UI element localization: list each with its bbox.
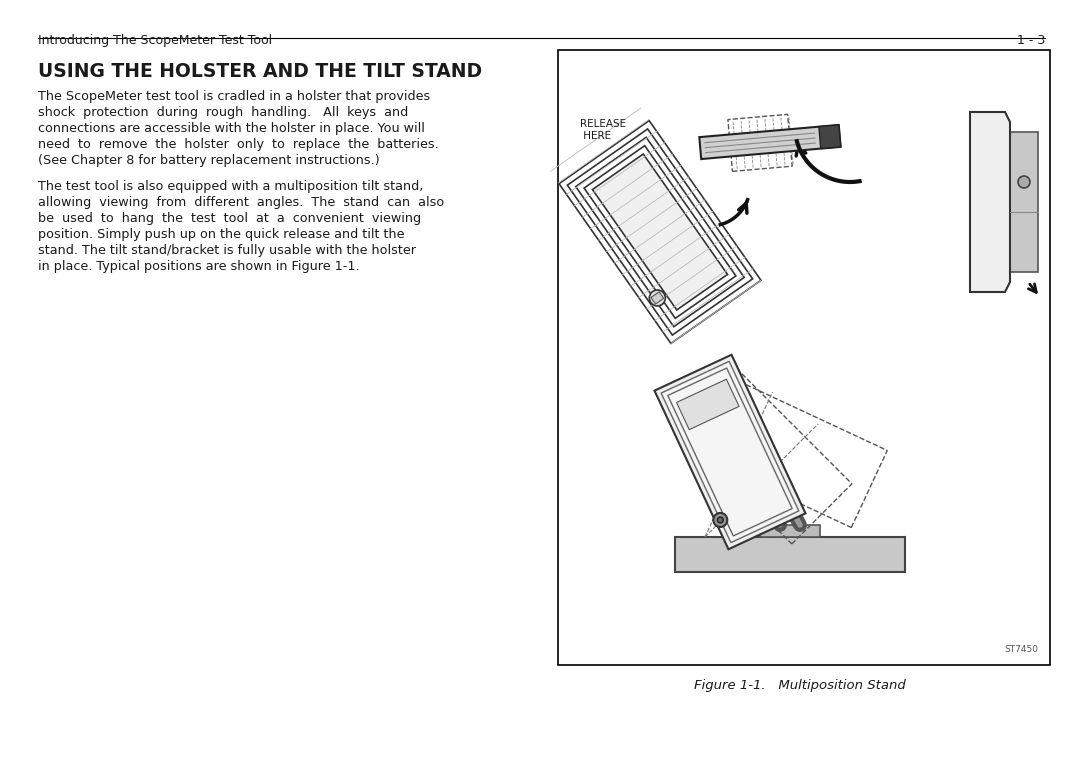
Text: in place. Typical positions are shown in Figure 1-1.: in place. Typical positions are shown in… <box>38 260 360 273</box>
Text: ST7450: ST7450 <box>1004 645 1038 654</box>
Polygon shape <box>1010 132 1038 272</box>
Text: (See Chapter 8 for battery replacement instructions.): (See Chapter 8 for battery replacement i… <box>38 154 380 167</box>
Text: connections are accessible with the holster in place. You will: connections are accessible with the hols… <box>38 122 424 135</box>
Polygon shape <box>819 125 840 149</box>
Circle shape <box>649 290 665 306</box>
Polygon shape <box>760 525 820 537</box>
Polygon shape <box>661 361 799 543</box>
Circle shape <box>713 513 727 527</box>
Text: 1 - 3: 1 - 3 <box>1016 34 1045 47</box>
Text: need  to  remove  the  holster  only  to  replace  the  batteries.: need to remove the holster only to repla… <box>38 138 438 151</box>
Polygon shape <box>654 355 806 549</box>
Text: shock  protection  during  rough  handling.   All  keys  and: shock protection during rough handling. … <box>38 106 408 119</box>
Polygon shape <box>593 154 728 310</box>
Text: be  used  to  hang  the  test  tool  at  a  convenient  viewing: be used to hang the test tool at a conve… <box>38 212 421 225</box>
Circle shape <box>1018 176 1030 188</box>
Text: USING THE HOLSTER AND THE TILT STAND: USING THE HOLSTER AND THE TILT STAND <box>38 62 482 81</box>
Polygon shape <box>667 368 793 536</box>
Polygon shape <box>970 112 1010 292</box>
Polygon shape <box>675 537 905 572</box>
Text: stand. The tilt stand/bracket is fully usable with the holster: stand. The tilt stand/bracket is fully u… <box>38 244 416 257</box>
Text: The test tool is also equipped with a multiposition tilt stand,: The test tool is also equipped with a mu… <box>38 180 423 193</box>
Text: Figure 1-1.   Multiposition Stand: Figure 1-1. Multiposition Stand <box>694 679 906 692</box>
Bar <box>558 50 1050 665</box>
Polygon shape <box>651 292 664 304</box>
Polygon shape <box>676 379 739 430</box>
Polygon shape <box>700 125 840 159</box>
Text: RELEASE
 HERE: RELEASE HERE <box>580 119 626 141</box>
Text: The ScopeMeter test tool is cradled in a holster that provides: The ScopeMeter test tool is cradled in a… <box>38 90 430 103</box>
Text: Introducing The ScopeMeter Test Tool: Introducing The ScopeMeter Test Tool <box>38 34 272 47</box>
Circle shape <box>717 517 724 523</box>
Text: position. Simply push up on the quick release and tilt the: position. Simply push up on the quick re… <box>38 228 405 241</box>
Text: allowing  viewing  from  different  angles.  The  stand  can  also: allowing viewing from different angles. … <box>38 196 444 209</box>
